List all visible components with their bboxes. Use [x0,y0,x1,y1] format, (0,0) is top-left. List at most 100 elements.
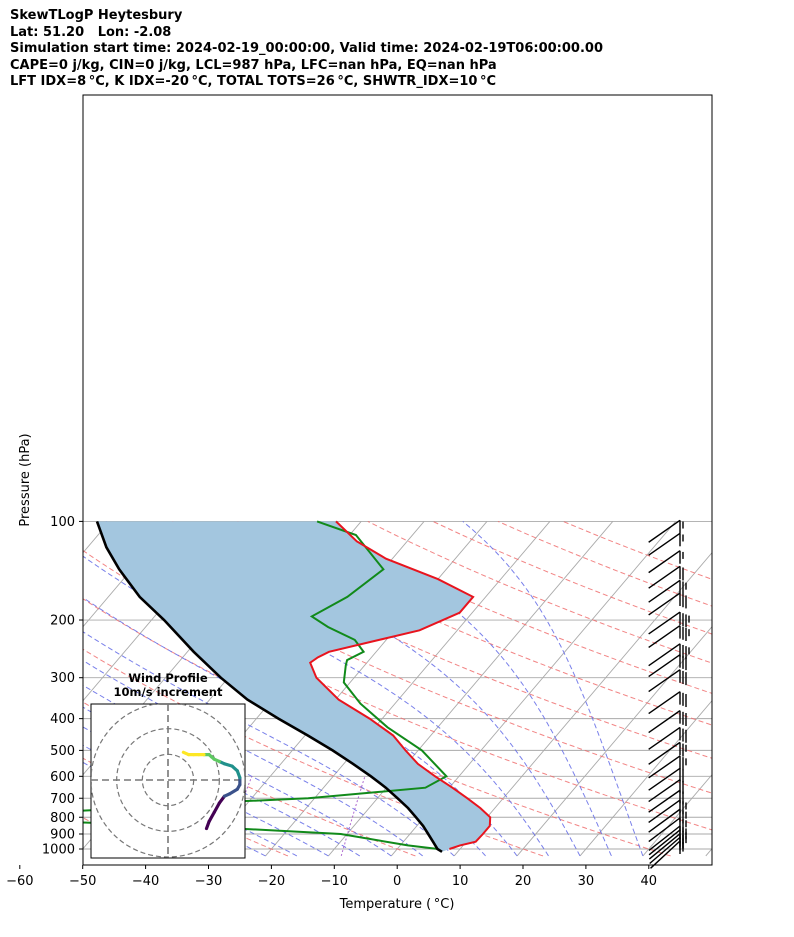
location-line: Lat: 51.20 Lon: -2.08 [10,24,172,40]
hodograph-title: Wind Profile [128,671,208,685]
isotherm-gridline [642,773,712,857]
dry-adiabat [302,520,712,694]
wind-barb [648,532,684,556]
barb-staff [650,840,681,869]
profile-lines [83,520,492,853]
x-tick-label: 10 [452,874,469,889]
isotherm-gridline [516,625,712,857]
cape-area [97,521,491,852]
moist-adiabat [197,520,581,857]
barb-staff [648,755,681,779]
barb-staff [648,779,681,803]
barb-staff [648,532,681,556]
barb-staff [648,519,681,543]
hodograph-plot [91,704,245,858]
y-tick-label: 900 [50,828,75,843]
y-tick-label: 100 [50,515,75,530]
barb-staff [648,767,681,791]
x-tick-label: −50 [69,874,96,889]
moist-adiabat [105,520,549,857]
isotherm-gridline [453,551,712,857]
barb-staff [648,592,681,616]
moist-adiabat [83,684,392,857]
times-line: Simulation start time: 2024-02-19_00:00:… [10,41,603,56]
wind-barb [648,550,684,574]
barb-staff [648,643,681,667]
barb-staff [648,669,681,693]
barb-staff [648,565,681,589]
chart-title: SkewTLogP Heytesbury [10,8,183,23]
wind-barbs [648,519,690,869]
wind-barb [648,565,684,589]
dry-adiabat [367,520,712,664]
hodograph-subtitle: 10m/s increment [114,685,223,699]
y-axis-label: Pressure (hPa) [18,433,33,526]
wind-barb [648,654,687,678]
y-tick-label: 300 [50,671,75,686]
indices-line-1: CAPE=0 j/kg, CIN=0 j/kg, LCL=987 hPa, LF… [10,57,497,73]
dry-adiabat [83,648,544,857]
wind-barb [648,741,687,765]
moist-adiabat [462,521,644,857]
isotherm-gridline [0,521,47,856]
wind-barb [648,779,684,803]
x-tick-label: 40 [641,874,658,889]
barb-staff [648,550,681,574]
moist-adiabat [83,659,423,857]
x-tick-label: 0 [393,874,401,889]
barb-staff [648,789,681,813]
wind-barb [648,592,687,616]
y-tick-label: 500 [50,744,75,759]
isotherm-gridline [328,521,614,857]
barb-staff [648,726,681,750]
wind-barb [648,579,687,603]
barb-staff [648,808,681,833]
isotherm-gridline [705,847,712,857]
dry-adiabat [237,520,712,726]
wind-barb [648,669,687,693]
indices-line-2: LFT IDX=8 °C, K IDX=-20 °C, TOTAL TOTS=2… [10,74,497,89]
dry-adiabat [172,520,712,759]
hodograph-segment [212,801,221,814]
wind-barb [648,611,690,635]
x-tick-label: 20 [515,874,532,889]
y-tick-label: 400 [50,712,75,727]
y-tick-label: 600 [50,770,75,785]
parcel-path-line [95,520,443,853]
x-tick-label: −30 [195,874,222,889]
barb-staff [649,836,681,865]
barb-staff [648,833,681,860]
x-tick-label: 30 [578,874,595,889]
dewpoint-line [83,520,449,850]
barb-staff [648,829,681,856]
chart-header: SkewTLogP Heytesbury Lat: 51.20 Lon: -2.… [10,8,603,91]
barb-staff [648,741,681,765]
y-tick-label: 1000 [42,843,75,858]
hodograph-segment [207,810,216,824]
barb-staff [648,825,681,851]
x-tick-label: −40 [132,874,159,889]
x-axis-label: Temperature ( °C) [339,897,455,912]
barb-staff [648,710,681,734]
x-tick-label: −60 [6,874,33,889]
y-tick-label: 700 [50,792,75,807]
cape-shading [97,521,491,852]
isotherm-gridline [579,699,712,857]
barb-staff [648,799,681,824]
moist-adiabat [320,520,612,857]
barb-staff [648,611,681,635]
wind-barb [648,726,687,750]
wind-barb [648,710,687,734]
wind-barb [648,691,687,715]
y-tick-label: 200 [50,614,75,629]
y-tick-label: 800 [50,811,75,826]
x-tick-label: −10 [321,874,348,889]
temperature-line [308,520,492,850]
wind-barb [648,643,690,667]
wind-barb [648,625,690,649]
x-tick-label: −20 [258,874,285,889]
wind-barb [648,755,687,779]
